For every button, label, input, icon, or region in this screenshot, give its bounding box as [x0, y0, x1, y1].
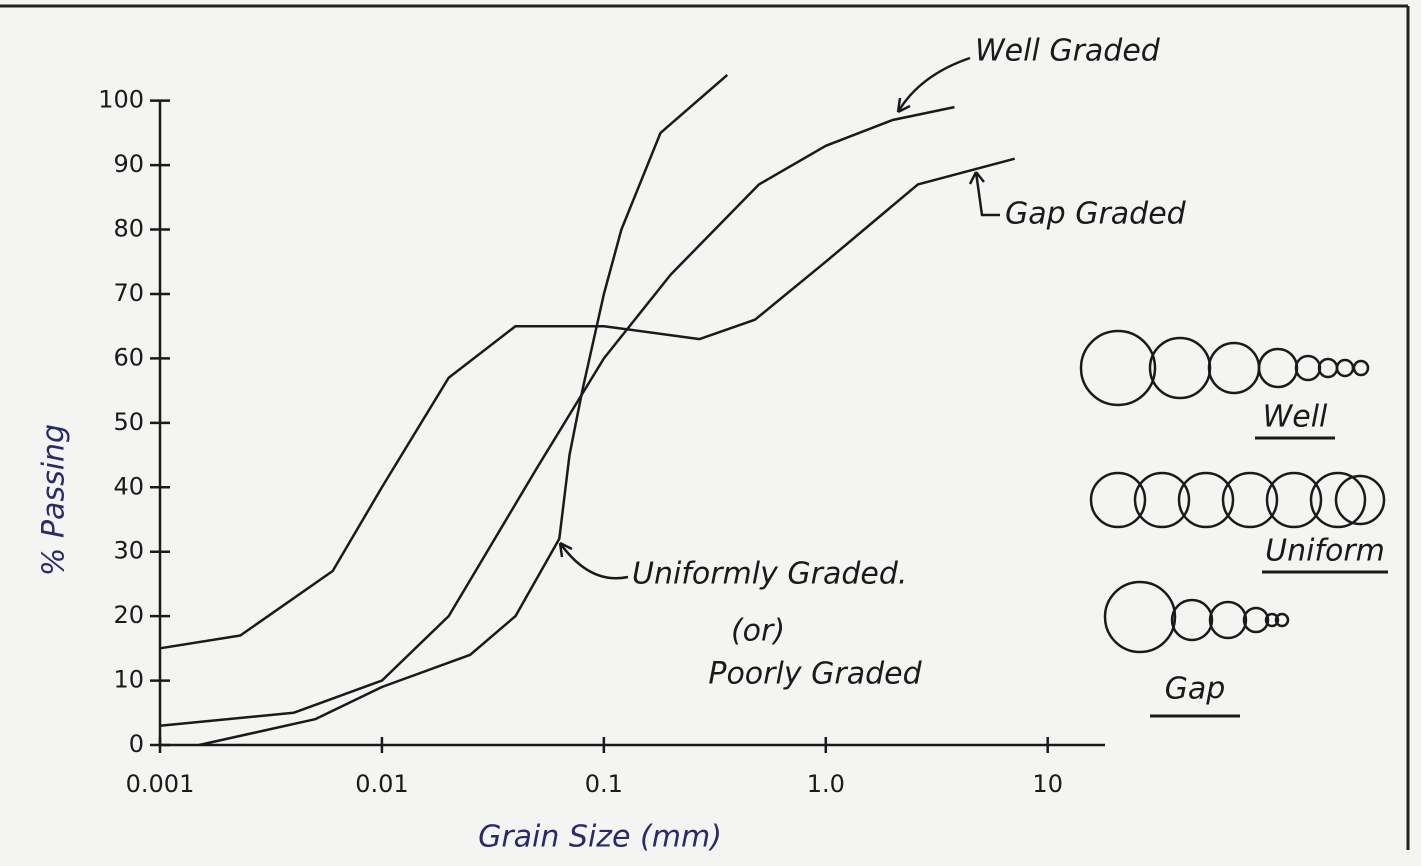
- annotation: (or): [731, 614, 785, 649]
- x-tick-label: 0.01: [355, 770, 408, 798]
- y-tick-label: 40: [113, 472, 144, 500]
- chart: Grain Size (mm) % Passing 0 10 20 30 40 50 60 7…: [0, 0, 1421, 866]
- x-axis-label: Grain Size (mm): [478, 820, 722, 855]
- y-tick-label: 70: [113, 279, 144, 307]
- annotation: Poorly Graded: [708, 657, 922, 692]
- curve-label: Well Graded: [975, 34, 1161, 69]
- diagram-label: Uniform: [1265, 534, 1385, 569]
- y-tick-label: 10: [113, 666, 144, 694]
- y-tick-label: 30: [113, 537, 144, 565]
- x-tick-label: 0.001: [126, 770, 195, 798]
- y-axis-label: % Passing: [37, 424, 72, 576]
- x-tick-label: 1.0: [807, 770, 845, 798]
- curve-label: Uniformly Graded.: [632, 557, 907, 592]
- diagram-label: Gap: [1165, 672, 1226, 707]
- y-tick-label: 20: [113, 601, 144, 629]
- curve-label: Gap Graded: [1005, 197, 1187, 232]
- diagram-label: Well: [1263, 400, 1328, 435]
- y-tick-label: 90: [113, 150, 144, 178]
- y-tick-label: 60: [113, 343, 144, 371]
- y-tick-label: 0: [129, 730, 144, 758]
- y-tick-label: 80: [113, 215, 144, 243]
- x-tick-label: 0.1: [585, 770, 623, 798]
- y-tick-label: 50: [113, 408, 144, 436]
- x-tick-label: 10: [1032, 770, 1063, 798]
- background: [0, 0, 1421, 866]
- y-tick-label: 100: [98, 86, 144, 114]
